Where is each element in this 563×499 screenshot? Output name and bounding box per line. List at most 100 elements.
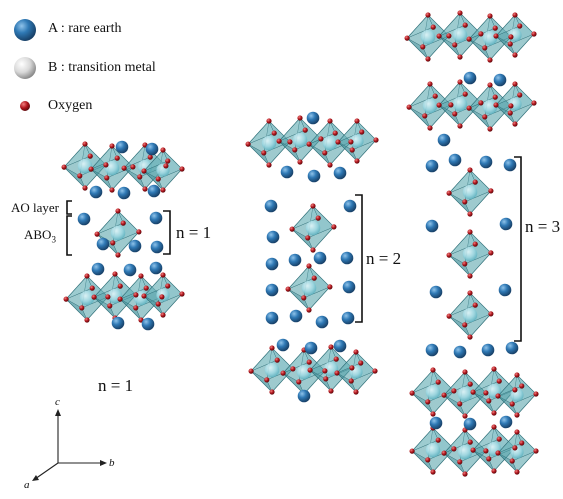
oxygen-atom: [160, 272, 166, 278]
axis-c-label: c: [55, 396, 60, 408]
rare-earth-atom: [304, 341, 318, 355]
oxygen-atom: [508, 103, 514, 109]
octahedron-b-site: [79, 290, 95, 306]
oxygen-atom: [482, 45, 488, 51]
abo3-label: ABO3: [24, 228, 56, 245]
oxygen-atom: [82, 141, 88, 147]
octahedron-face: [497, 431, 523, 454]
octahedron: [247, 120, 291, 166]
octahedron-b-site: [425, 442, 441, 458]
oxygen-atom: [354, 158, 360, 164]
oxygen-atom: [287, 139, 293, 145]
rare-earth-atom: [111, 316, 125, 330]
oxygen-atom: [348, 378, 354, 384]
octahedron-face: [63, 166, 86, 189]
oxygen-atom: [457, 79, 463, 85]
octahedron-face: [143, 295, 164, 316]
octahedron-face: [65, 275, 93, 300]
oxygen-atom: [452, 111, 458, 117]
rare-earth-atom: [493, 73, 507, 87]
oxygen-atom: [472, 302, 478, 308]
oxygen-atom: [311, 275, 317, 281]
rare-earth-atom: [479, 155, 493, 169]
rare-earth-atom: [128, 239, 142, 253]
octahedron-face: [247, 120, 275, 145]
oxygen-atom: [509, 401, 515, 407]
oxygen-atom: [457, 10, 463, 16]
rare-earth-atom: [77, 212, 91, 226]
octahedron: [250, 347, 294, 393]
octahedron-face: [448, 315, 471, 338]
octahedron-face: [119, 275, 147, 300]
axis-c-arrowhead: [55, 409, 61, 416]
oxygen-atom: [179, 291, 185, 297]
oxygen-atom: [133, 292, 139, 298]
oxygen-atom: [302, 127, 308, 133]
oxygen-atom: [446, 190, 452, 196]
octahedron-face: [291, 205, 319, 230]
n3-bracket-label: n = 3: [525, 217, 561, 236]
octahedron: [119, 275, 163, 321]
oxygen-atom: [120, 220, 126, 226]
octahedron: [448, 292, 492, 338]
oxygen-atom: [63, 296, 69, 302]
octahedron: [287, 265, 331, 311]
octahedron-face: [448, 192, 471, 215]
oxygen-atom: [349, 147, 355, 153]
octahedron-face: [336, 372, 357, 393]
oxygen-atom: [269, 345, 275, 351]
oxygen-atom: [84, 317, 90, 323]
octahedron: [497, 374, 537, 416]
octahedron-b-site: [482, 30, 498, 46]
oxygen-atom: [486, 398, 492, 404]
rare-earth-atom: [150, 240, 164, 254]
oxygen-atom: [334, 370, 340, 376]
oxygen-atom: [483, 390, 489, 396]
rare-earth-atom: [265, 283, 279, 297]
oxygen-atom: [512, 52, 518, 58]
oxygen-atom: [467, 381, 473, 387]
octahedron-face: [448, 292, 476, 317]
oxygen-atom: [467, 439, 473, 445]
oxygen-atom: [446, 252, 452, 258]
octahedron-face: [250, 347, 278, 372]
oxygen-atom: [143, 285, 149, 291]
oxygen-atom: [115, 252, 121, 258]
octahedron-b-site: [420, 29, 436, 45]
oxygen-atom: [274, 357, 280, 363]
legend-oxygen-label: Oxygen: [48, 98, 93, 113]
abo3-bracket: [66, 215, 72, 256]
oxygen-atom: [271, 130, 277, 136]
rare-earth-atom: [306, 111, 320, 125]
octahedron: [63, 143, 107, 189]
octahedron-b-site: [322, 135, 338, 151]
oxygen-atom: [110, 240, 116, 246]
legend-rare-earth-label: A : rare earth: [48, 21, 122, 36]
oxygen-atom: [276, 138, 282, 144]
octahedron: [336, 351, 376, 393]
oxygen-atom: [462, 261, 468, 267]
octahedron-face: [143, 149, 169, 172]
oxygen-atom: [491, 410, 497, 416]
oxygen-atom: [331, 224, 337, 230]
octahedron-face: [495, 14, 521, 37]
octahedron-face: [443, 394, 466, 417]
octahedron-b-site: [350, 134, 364, 148]
rare-earth-atom: [481, 343, 495, 357]
octahedron-face: [337, 141, 358, 162]
oxygen-atom: [155, 176, 161, 182]
octahedron-face: [495, 83, 521, 106]
oxygen-atom: [91, 294, 97, 300]
n2-bracket-label: n = 2: [366, 249, 402, 268]
rare-earth-atom: [313, 251, 327, 265]
oxygen-atom: [478, 100, 484, 106]
axis-b-arrowhead: [100, 460, 107, 466]
oxygen-atom: [163, 163, 169, 169]
rare-earth-atom: [147, 184, 161, 198]
oxygen-atom: [491, 424, 497, 430]
octahedron-face: [63, 143, 91, 168]
octahedron-face: [287, 265, 315, 290]
octahedron-face: [472, 391, 495, 414]
oxygen-atom: [446, 313, 452, 319]
